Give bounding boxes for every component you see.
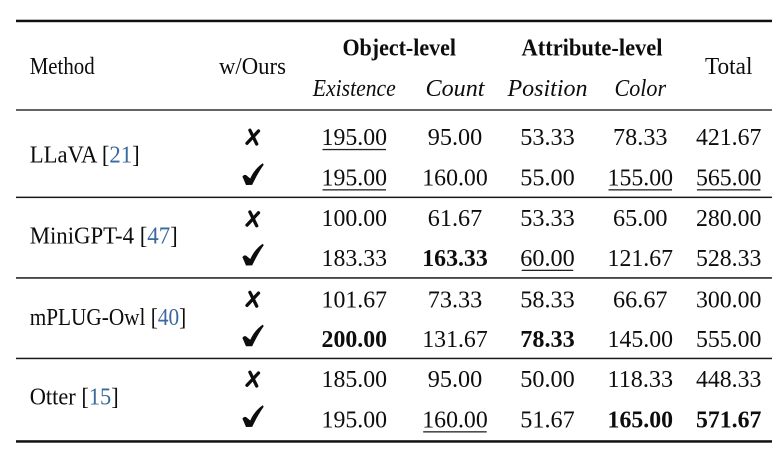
svg-text:LLaVA [21]: LLaVA [21] bbox=[30, 142, 140, 168]
svg-text:555.00: 555.00 bbox=[696, 327, 762, 353]
svg-text:101.67: 101.67 bbox=[322, 287, 388, 313]
svg-text:200.00: 200.00 bbox=[322, 327, 388, 353]
svg-text:73.33: 73.33 bbox=[428, 287, 483, 313]
svg-text:160.00: 160.00 bbox=[422, 408, 488, 434]
svg-text:53.33: 53.33 bbox=[520, 206, 575, 232]
svg-text:565.00: 565.00 bbox=[696, 166, 762, 192]
svg-text:55.00: 55.00 bbox=[520, 166, 575, 192]
svg-text:51.67: 51.67 bbox=[520, 408, 575, 434]
svg-text:53.33: 53.33 bbox=[520, 125, 575, 151]
svg-text:Method: Method bbox=[30, 54, 95, 80]
svg-text:58.33: 58.33 bbox=[520, 287, 575, 313]
svg-text:100.00: 100.00 bbox=[322, 206, 388, 232]
svg-text:280.00: 280.00 bbox=[696, 206, 762, 232]
svg-text:78.33: 78.33 bbox=[520, 327, 575, 353]
svg-text:448.33: 448.33 bbox=[696, 367, 762, 393]
svg-text:65.00: 65.00 bbox=[613, 206, 668, 232]
svg-text:163.33: 163.33 bbox=[422, 246, 488, 272]
svg-text:118.33: 118.33 bbox=[608, 367, 674, 393]
svg-text:60.00: 60.00 bbox=[520, 246, 575, 272]
svg-text:121.67: 121.67 bbox=[608, 246, 674, 272]
svg-text:Position: Position bbox=[507, 76, 588, 102]
svg-text:Object-level: Object-level bbox=[342, 36, 456, 62]
svg-text:131.67: 131.67 bbox=[422, 327, 488, 353]
svg-text:155.00: 155.00 bbox=[608, 166, 674, 192]
svg-text:195.00: 195.00 bbox=[322, 125, 388, 151]
svg-text:Color: Color bbox=[615, 76, 667, 102]
svg-text:571.67: 571.67 bbox=[696, 408, 762, 434]
svg-text:185.00: 185.00 bbox=[322, 367, 388, 393]
svg-text:165.00: 165.00 bbox=[608, 408, 674, 434]
svg-text:66.67: 66.67 bbox=[613, 287, 668, 313]
svg-text:528.33: 528.33 bbox=[696, 246, 762, 272]
svg-text:Otter [15]: Otter [15] bbox=[30, 384, 119, 410]
svg-text:50.00: 50.00 bbox=[520, 367, 575, 393]
svg-text:421.67: 421.67 bbox=[696, 125, 762, 151]
svg-text:183.33: 183.33 bbox=[322, 246, 388, 272]
svg-text:78.33: 78.33 bbox=[613, 125, 668, 151]
svg-text:195.00: 195.00 bbox=[322, 166, 388, 192]
svg-text:Count: Count bbox=[426, 76, 486, 102]
svg-text:145.00: 145.00 bbox=[608, 327, 674, 353]
svg-text:MiniGPT-4 [47]: MiniGPT-4 [47] bbox=[30, 224, 178, 250]
svg-text:Attribute-level: Attribute-level bbox=[522, 36, 663, 62]
svg-text:160.00: 160.00 bbox=[422, 166, 488, 192]
svg-text:95.00: 95.00 bbox=[428, 367, 483, 393]
svg-text:Existence: Existence bbox=[312, 76, 396, 102]
svg-text:mPLUG-Owl [40]: mPLUG-Owl [40] bbox=[30, 305, 186, 331]
svg-text:195.00: 195.00 bbox=[322, 408, 388, 434]
svg-text:300.00: 300.00 bbox=[696, 287, 762, 313]
svg-text:w/Ours: w/Ours bbox=[219, 54, 286, 80]
svg-text:Total: Total bbox=[705, 54, 753, 80]
svg-text:61.67: 61.67 bbox=[428, 206, 483, 232]
svg-text:95.00: 95.00 bbox=[428, 125, 483, 151]
